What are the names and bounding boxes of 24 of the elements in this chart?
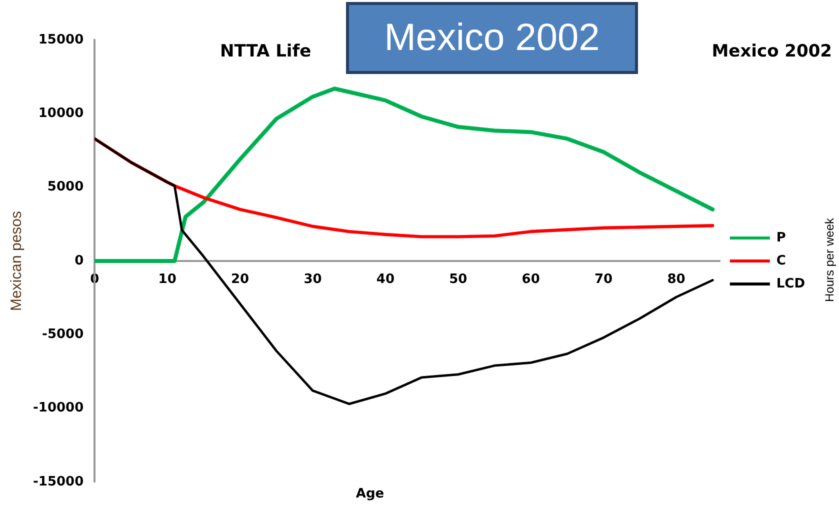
legend-label: LCD [776,276,806,292]
y-tick-label: 5000 [47,180,84,195]
text: Hours per week [822,216,836,302]
y-tick-label: -10000 [33,400,84,416]
y-tick-label: -15000 [33,474,84,490]
x-tick-label: 70 [594,272,613,288]
x-tick-label: 50 [449,272,468,288]
y-tick-label: 0 [74,253,84,268]
chart-subtitle: NTTA Life [220,41,312,62]
x-tick-label: 60 [522,272,540,288]
y-axis-title: Mexican pesos [8,210,26,312]
x-tick-label: 30 [304,272,322,288]
annotation: Mexico 2002 [712,41,832,62]
x-tick-label: 80 [667,272,686,288]
x-tick-label: 10 [158,272,176,288]
y-tick-label: 15000 [38,32,84,48]
x-tick-label: 20 [230,272,250,288]
legend-label: P [776,230,786,246]
legend-label: C [776,253,786,268]
x-tick-label: 40 [376,272,394,288]
chart-title: Mexico 2002 [346,2,638,74]
y-tick-label: -5000 [42,327,84,342]
x-axis-title: Age [356,486,384,502]
y-tick-label: 10000 [38,106,84,122]
